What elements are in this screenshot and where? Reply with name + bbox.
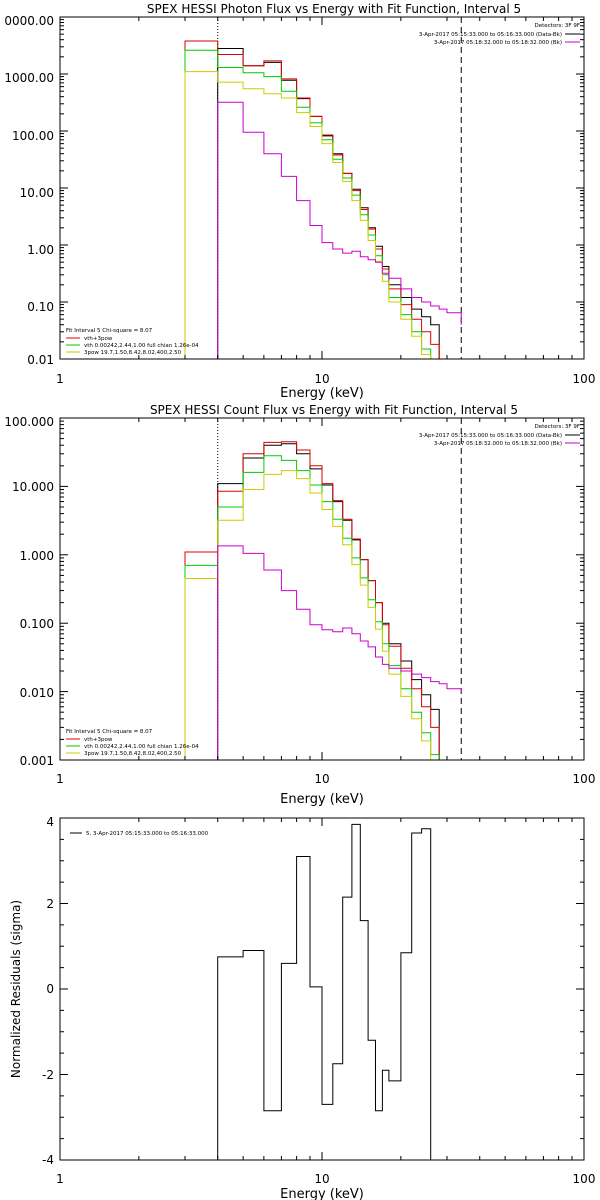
panel-2-ytick-label: 0.001: [20, 754, 54, 768]
panel-2-ytick-label: 100.000: [4, 415, 54, 429]
panel-1-xtick-label: 1: [56, 372, 64, 386]
panel-3-legend: 5, 3-Apr-2017 05:15:33.000 to 05:16:33.0…: [70, 831, 209, 837]
panel-2-xtick-label: 100: [573, 772, 596, 786]
panel-1-legend-top-right: Detectors: 3F 9F 3-Apr-2017 05:15:33.000…: [419, 23, 580, 46]
photon-flux-panel: SPEX HESSI Photon Flux vs Energy with Fi…: [4, 2, 595, 401]
panel-2-series-line-2: [184, 455, 440, 760]
panel-2-xtick-label: 10: [314, 772, 329, 786]
panel-3-ytick-label: -4: [42, 1153, 54, 1167]
panel-2-ytick-label: 10.000: [12, 480, 54, 494]
panel-3-xtick-label: 1: [56, 1172, 64, 1186]
panel-1-legend-entry: 3-Apr-2017 05:15:33.000 to 05:16:33.000 …: [419, 32, 562, 38]
panel-2-legend-title: Detectors: 3F 9F: [534, 424, 580, 430]
panel-3-ytick-label: -2: [42, 1068, 54, 1082]
panel-3-xtick-label: 10: [314, 1172, 329, 1186]
panel-2-fit-legend-entry: 3pow 19.7,1.50,8.42,8.02,400,2.50: [84, 751, 182, 757]
panel-2-legend-entry: 3-Apr-2017 05:18:32.000 to 05:18:32.000 …: [434, 441, 562, 447]
panel-3-legend-entry: 5, 3-Apr-2017 05:15:33.000 to 05:16:33.0…: [86, 831, 209, 837]
panel-1-ytick-label: 0000.00: [4, 14, 54, 28]
panel-1-fit-legend-title: Fit Interval 5 Chi-square = 8.07: [66, 328, 153, 334]
panel-2-legend-bottom-left: Fit Interval 5 Chi-square = 8.07 vth+3po…: [66, 729, 199, 757]
panel-1-xtick-label: 100: [573, 372, 596, 386]
panel-2-legend-entry: 3-Apr-2017 05:15:33.000 to 05:16:33.000 …: [419, 433, 562, 439]
panel-1-fit-legend-entry: 3pow 19.7,1.50,8.42,8.02,400,2.50: [84, 350, 182, 356]
panel-2-series-line-4: [217, 545, 462, 760]
panel-3-xtick-label: 100: [573, 1172, 596, 1186]
panel-2-series-line-1: [184, 441, 440, 760]
panel-1-frame: [59, 16, 585, 360]
panel-2-ytick-label: 0.100: [20, 617, 54, 631]
panel-2-xtick-label: 1: [56, 772, 64, 786]
panel-2-series-line-0: [217, 443, 440, 760]
panel-2-legend-top-right: Detectors: 3F 9F 3-Apr-2017 05:15:33.000…: [419, 424, 580, 447]
panel-1-x-axis-label: Energy (keV): [280, 386, 364, 401]
panel-2-ytick-label: 1.000: [20, 549, 54, 563]
count-flux-panel: SPEX HESSI Count Flux vs Energy with Fit…: [4, 403, 595, 807]
panel-1-series-line-0: [217, 48, 440, 359]
panel-2-fit-legend-title: Fit Interval 5 Chi-square = 8.07: [66, 729, 153, 735]
panel-2-x-axis-label: Energy (keV): [280, 792, 364, 807]
panel-3-x-axis-label: Energy (keV): [280, 1187, 364, 1200]
panel-1-ytick-label: 0.01: [27, 353, 54, 367]
panel-2-ytick-label: 0.010: [20, 686, 54, 700]
panel-1-legend-title: Detectors: 3F 9F: [534, 23, 580, 29]
panel-1-fit-legend-entry: vth+3pow: [84, 336, 113, 342]
panel-1-ytick-label: 1000.00: [4, 71, 54, 85]
panel-3-ytick-label: 0: [46, 982, 54, 996]
panel-3-ytick-label: 4: [46, 815, 54, 829]
panel-1-series-line-2: [184, 49, 440, 360]
panel-3-y-axis-label: Normalized Residuals (sigma): [9, 900, 23, 1078]
panel-3-ytick-label: 2: [46, 897, 54, 911]
panel-1-ytick-label: 0.10: [27, 300, 54, 314]
panel-1-title: SPEX HESSI Photon Flux vs Energy with Fi…: [147, 2, 521, 16]
panel-1-ytick-label: 1.00: [27, 243, 54, 257]
panel-1-series-line-4: [217, 101, 462, 359]
panel-1-fit-legend-entry: vth 0.00242,2.44,1.00 full chian 1.26e-0…: [84, 343, 199, 349]
panel-1-series-line-3: [184, 71, 440, 360]
panel-1-legend-bottom-left: Fit Interval 5 Chi-square = 8.07 vth+3po…: [66, 328, 199, 356]
panel-1-ytick-label: 100.00: [12, 129, 54, 143]
panel-2-series-line-3: [184, 470, 440, 761]
panel-1-ytick-label: 10.00: [20, 186, 54, 200]
panel-3-series-line-0: [217, 823, 432, 1160]
residuals-panel: -4 -2 0 2 4 1 10 100 Energy (keV) Normal…: [9, 815, 595, 1200]
panel-2-fit-legend-entry: vth+3pow: [84, 737, 113, 743]
panel-1-xtick-label: 10: [314, 372, 329, 386]
panel-2-fit-legend-entry: vth 0.00242,2.44,1.00 full chian 1.26e-0…: [84, 744, 199, 750]
panel-1-legend-entry: 3-Apr-2017 05:18:32.000 to 05:18:32.000 …: [434, 40, 562, 46]
panel-2-title: SPEX HESSI Count Flux vs Energy with Fit…: [150, 403, 518, 417]
